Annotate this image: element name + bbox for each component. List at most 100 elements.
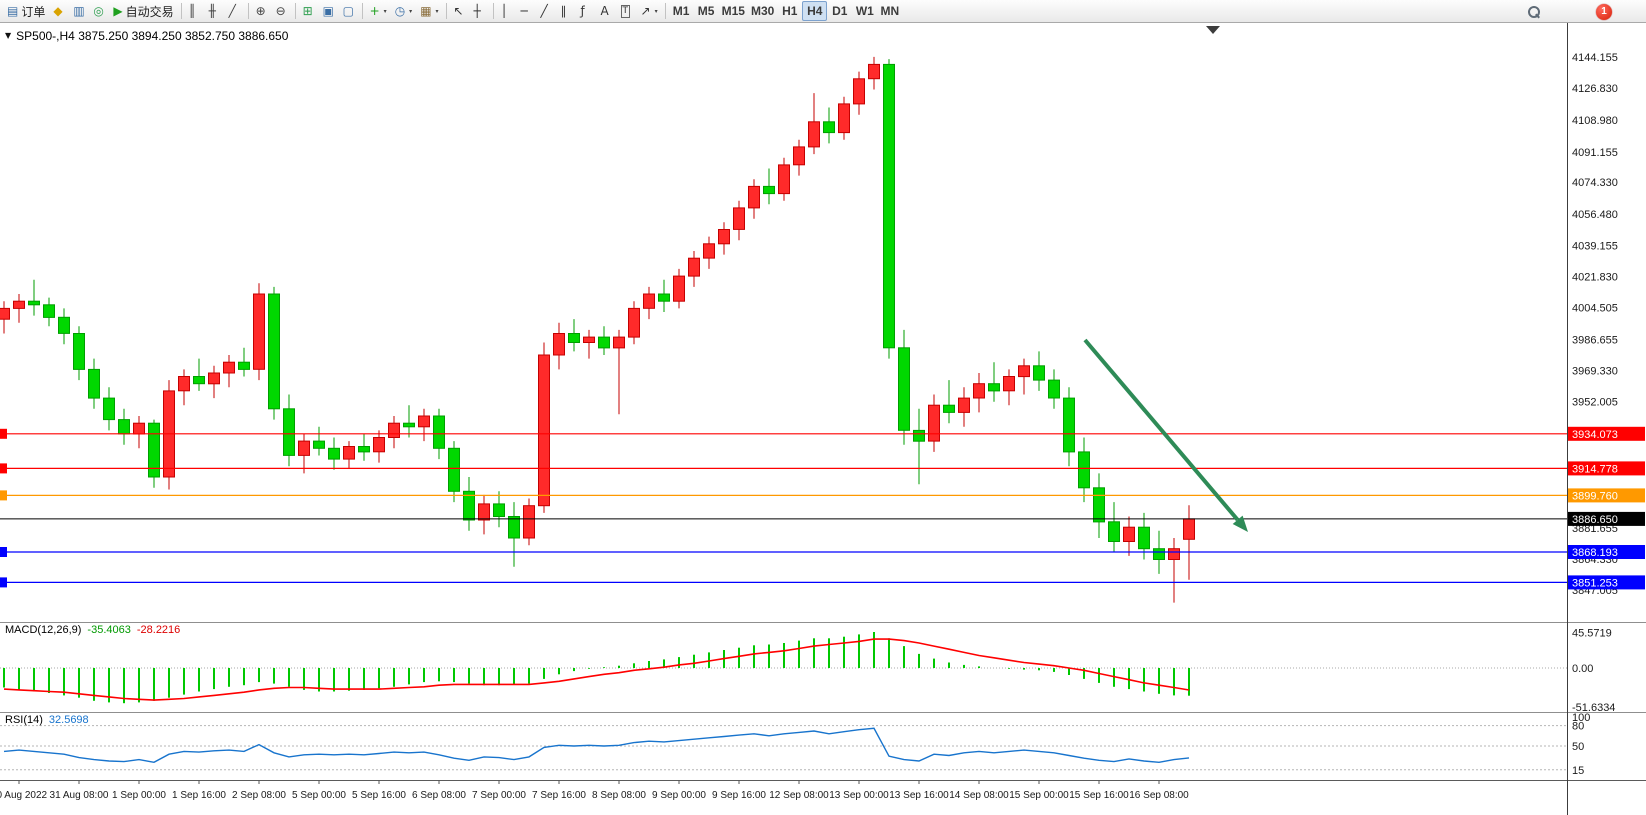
timeframe-w1-button[interactable]: W1 [852, 1, 877, 21]
time-axis-label: 7 Sep 16:00 [532, 790, 586, 801]
time-axis-label: 30 Aug 2022 [0, 790, 48, 801]
toolbar: ▤ 订单 ◆ ▥ ◎ ▶ 自动交易 ║ ╫ ╱ ⊕ ⊖ ⊞ ▣ ▢ + ▾ ◷ ▾ ▦ ▾ ↖ ┼ │ ─ ╱ ∥ ƒ A T ↗ ▾ M1 M5… [0, 0, 1646, 23]
periods-button[interactable]: ◷ ▾ [391, 1, 417, 21]
price-scale-tag-text: 3934.073 [1572, 429, 1618, 441]
text-label-button[interactable]: T [617, 1, 637, 21]
candle [703, 243, 715, 259]
tile-windows-icon: ⊞ [302, 4, 313, 18]
fibonacci-button[interactable]: ƒ [577, 1, 597, 21]
price-scale-area[interactable] [1567, 23, 1646, 815]
timeframe-h1-button[interactable]: H1 [777, 1, 802, 21]
candle [43, 304, 55, 318]
notification-badge[interactable]: 1 [1596, 3, 1612, 20]
timeframe-m5-label: M5 [697, 4, 715, 18]
candle [913, 429, 925, 442]
rsi-indicator-label[interactable]: RSI(14) 32.5698 [5, 714, 89, 726]
crosshair-button[interactable]: ┼ [470, 1, 490, 21]
horizontal-line-button[interactable]: ─ [517, 1, 537, 21]
templates-icon: ▦ [420, 4, 432, 18]
candle [133, 422, 145, 435]
price-scale-tag-text: 3914.778 [1572, 463, 1618, 475]
new-chart-button[interactable]: + ▾ [366, 1, 391, 21]
macd-signal-value: -28.2216 [136, 624, 181, 636]
timeframe-m15-button[interactable]: M15 [719, 1, 748, 21]
chart-line-icon: ╱ [228, 4, 236, 18]
time-axis-area[interactable] [0, 780, 1567, 815]
candle [13, 300, 25, 309]
zoom-out-button[interactable]: ⊖ [272, 1, 292, 21]
candle [523, 505, 535, 539]
time-axis-label: 5 Sep 00:00 [292, 790, 346, 801]
navigator-button[interactable]: ◎ [89, 1, 109, 21]
macd-value: -35.4063 [87, 624, 131, 636]
vertical-line-button[interactable]: │ [497, 1, 517, 21]
timeframe-m30-button[interactable]: M30 [748, 1, 777, 21]
auto-trading-button[interactable]: ▶ 自动交易 [109, 1, 177, 21]
chart-title: ▼ SP500-,H4 3875.250 3894.250 3852.750 3… [5, 29, 288, 43]
trend-arrow-line[interactable] [1083, 338, 1240, 522]
timeframe-m1-button[interactable]: M1 [669, 1, 694, 21]
macd-indicator-label[interactable]: MACD(12,26,9) -35.4063 -28.2216 [5, 624, 180, 636]
candle [1168, 548, 1180, 561]
rsi-line [3, 727, 1190, 764]
macd-scale-label: 45.5719 [1572, 627, 1612, 639]
market-watch-button[interactable]: ◆ [49, 1, 69, 21]
equidistant-channel-button[interactable]: ∥ [557, 1, 577, 21]
price-scale-label: 4091.155 [1572, 147, 1618, 159]
trendline-icon: ╱ [540, 4, 548, 18]
chart-bars-button[interactable]: ║ [185, 1, 205, 21]
trendline-button[interactable]: ╱ [537, 1, 557, 21]
zoom-out-icon: ⊖ [275, 4, 286, 18]
arrows-dropdown-icon: ▾ [654, 7, 658, 15]
templates-button[interactable]: ▦ ▾ [416, 1, 442, 21]
tile-windows-button[interactable]: ⊞ [299, 1, 319, 21]
text-label-icon: T [620, 4, 631, 18]
oct-arrow-icon[interactable]: ▼ [5, 31, 12, 40]
price-scale-label: 4074.330 [1572, 177, 1618, 189]
candle [508, 516, 520, 539]
timeframe-d1-button[interactable]: D1 [827, 1, 852, 21]
timeframe-h4-button[interactable]: H4 [802, 1, 828, 21]
candle [763, 185, 775, 195]
price-scale-label: 3952.005 [1572, 397, 1618, 409]
search-icon[interactable] [1528, 5, 1540, 18]
rsi-scale-label: 80 [1572, 721, 1584, 733]
time-axis-label: 7 Sep 00:00 [472, 790, 526, 801]
time-axis-label: 5 Sep 16:00 [352, 790, 406, 801]
candle [178, 376, 190, 392]
chart-background[interactable] [0, 23, 1646, 815]
timeframe-mn-label: MN [880, 4, 900, 18]
cursor-button[interactable]: ↖ [450, 1, 470, 21]
chart-line-button[interactable]: ╱ [225, 1, 245, 21]
candle [1063, 397, 1075, 453]
candle [88, 368, 100, 399]
zoom-in-button[interactable]: ⊕ [252, 1, 272, 21]
arrows-button[interactable]: ↗ ▾ [637, 1, 662, 21]
candle [898, 347, 910, 431]
toolbar-separator [294, 3, 296, 19]
equidistant-channel-icon: ∥ [560, 4, 567, 18]
toolbar-separator [664, 3, 666, 19]
timeframe-m1-label: M1 [672, 4, 690, 18]
data-window-button[interactable]: ▥ [69, 1, 89, 21]
data-window-icon: ▥ [73, 4, 85, 18]
chart-candles-button[interactable]: ╫ [205, 1, 225, 21]
macd-scale-label: -51.6334 [1572, 702, 1615, 714]
text-button[interactable]: A [597, 1, 617, 21]
candle [148, 422, 160, 478]
arrange-windows-button[interactable]: ▢ [339, 1, 359, 21]
rsi-scale-label: 100 [1572, 712, 1590, 724]
chart-shift-marker[interactable] [1206, 26, 1220, 34]
cursor-icon: ↖ [453, 4, 464, 18]
timeframe-mn-button[interactable]: MN [877, 1, 902, 21]
candle [1123, 526, 1135, 543]
trend-arrow-head[interactable] [1232, 515, 1248, 532]
cascade-windows-button[interactable]: ▣ [319, 1, 339, 21]
timeframe-m5-button[interactable]: M5 [694, 1, 719, 21]
vertical-line-icon: │ [500, 4, 508, 18]
candle [283, 408, 295, 456]
candle [268, 293, 280, 410]
candle [1018, 365, 1030, 378]
crosshair-icon: ┼ [473, 4, 481, 18]
new-order-button[interactable]: ▤ 订单 [3, 1, 49, 21]
